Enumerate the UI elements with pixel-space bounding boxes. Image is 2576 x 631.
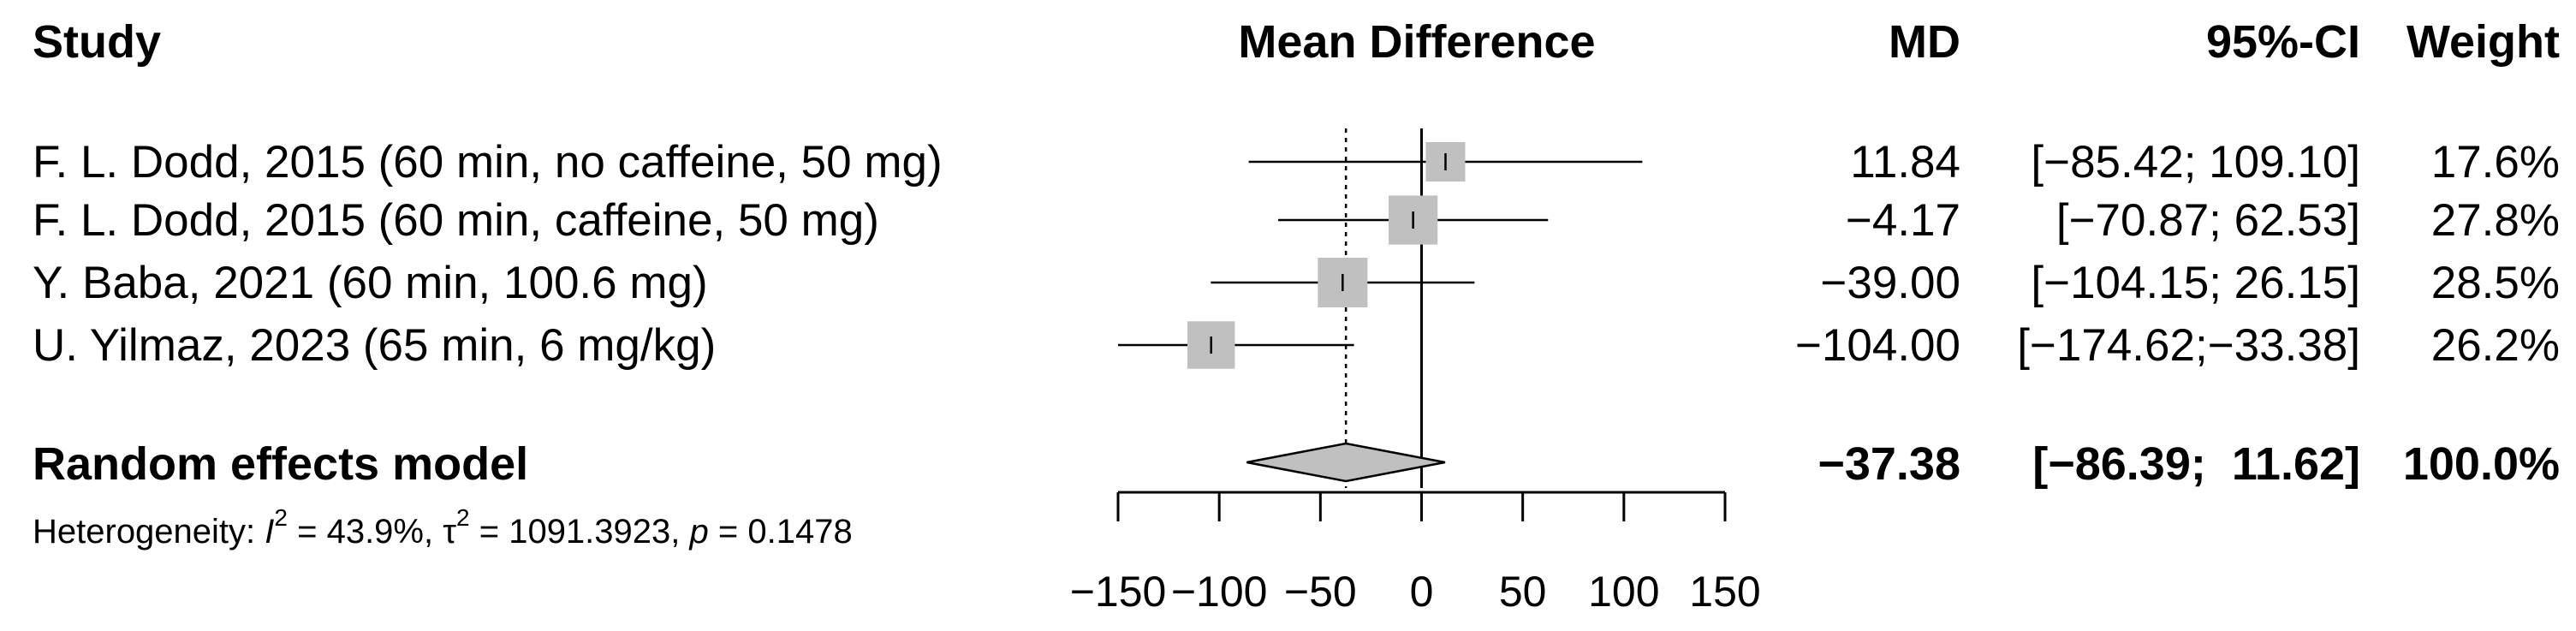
study-weight: 28.5%	[2431, 258, 2560, 308]
study-md: −39.00	[1820, 258, 1960, 308]
study-md: −104.00	[1795, 320, 1960, 371]
pooled-label: Random effects model	[33, 438, 528, 490]
pooled-diamond	[1246, 442, 1446, 483]
header-ci: 95%-CI	[2206, 16, 2360, 68]
x-tick-label: 150	[1689, 568, 1760, 616]
x-tick-label: −150	[1070, 568, 1167, 616]
x-tick-label: 0	[1410, 568, 1434, 616]
header-study: Study	[33, 16, 161, 68]
study-weight: 26.2%	[2431, 320, 2560, 371]
pooled-md: −37.38	[1817, 438, 1960, 490]
study-ci: [−104.15; 26.15]	[2031, 258, 2360, 308]
header-mean-difference: Mean Difference	[1238, 16, 1595, 68]
x-tick-label: 100	[1588, 568, 1659, 616]
study-label: F. L. Dodd, 2015 (60 min, caffeine, 50 m…	[33, 195, 879, 246]
study-md: 11.84	[1850, 137, 1960, 188]
pooled-weight: 100.0%	[2403, 438, 2560, 490]
study-weight: 27.8%	[2431, 195, 2560, 246]
study-ci: [−85.42; 109.10]	[2031, 137, 2360, 188]
x-tick-label: 50	[1499, 568, 1547, 616]
header-weight: Weight	[2406, 16, 2560, 68]
study-weight: 17.6%	[2431, 137, 2560, 188]
heterogeneity-text: Heterogeneity: I2 = 43.9%, τ2 = 1091.392…	[33, 504, 853, 551]
study-label: F. L. Dodd, 2015 (60 min, no caffeine, 5…	[33, 137, 943, 188]
x-tick-label: −50	[1284, 568, 1357, 616]
study-ci: [−174.62;−33.38]	[2017, 320, 2360, 371]
study-label: Y. Baba, 2021 (60 min, 100.6 mg)	[33, 258, 708, 308]
study-label: U. Yilmaz, 2023 (65 min, 6 mg/kg)	[33, 320, 716, 371]
header-md: MD	[1889, 16, 1960, 68]
pooled-ci: [−86.39; 11.62]	[2032, 438, 2360, 490]
x-tick-label: −100	[1171, 568, 1268, 616]
study-ci: [−70.87; 62.53]	[2056, 195, 2360, 246]
study-md: −4.17	[1846, 195, 1960, 246]
